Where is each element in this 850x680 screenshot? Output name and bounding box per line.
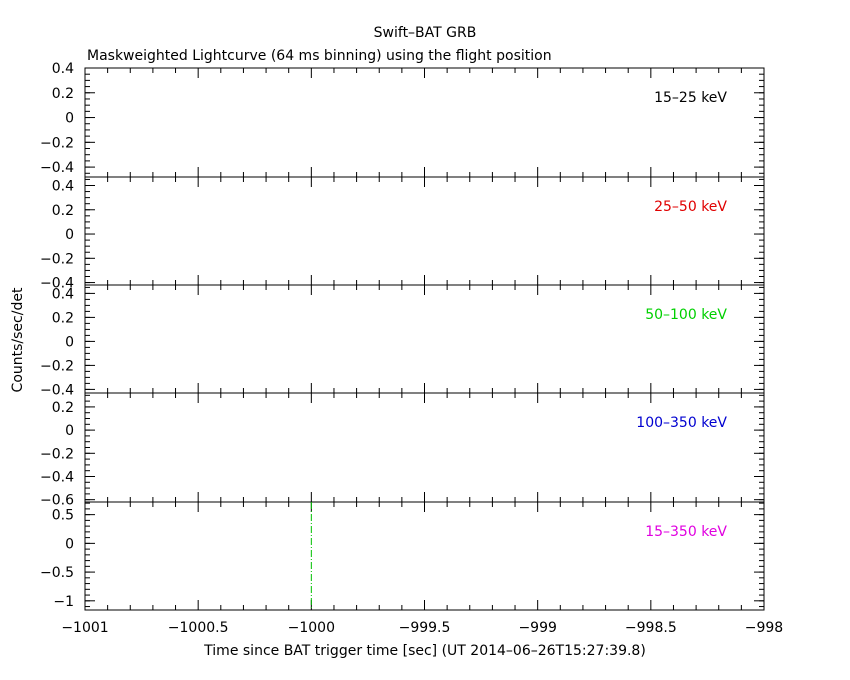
y-tick-label: 0.2	[52, 310, 74, 326]
y-tick-label: −0.5	[40, 565, 74, 581]
panel-frame	[84, 176, 765, 286]
y-tick-label: 0	[65, 111, 74, 127]
panel-2: 0.4 0.2 0 −0.2 −0.4 25–50 keV	[40, 176, 765, 292]
y-tick-label: 0	[65, 536, 74, 552]
chart-subtitle: Maskweighted Lightcurve (64 ms binning) …	[87, 48, 552, 64]
y-tick-label: −0.2	[40, 446, 74, 462]
band-label: 25–50 keV	[654, 199, 727, 215]
y-tick-label: −0.2	[40, 135, 74, 151]
panel-stack: 0.4 0.2 0 −0.2 −0.4 15–25 keV 0.4 0.2 0 −0.2 −0.4 2…	[40, 61, 765, 611]
x-axis-label: Time since BAT trigger time [sec] (UT 20…	[203, 643, 646, 659]
panel-5: 0.5 0 −0.5 −1 15–350 keV	[40, 501, 765, 611]
y-tick-label: 0.2	[52, 86, 74, 102]
y-tick-label: 0.2	[52, 203, 74, 219]
x-tick-label: −999	[518, 620, 556, 636]
y-tick-label: −0.6	[40, 493, 74, 509]
y-tick-label: −0.2	[40, 358, 74, 374]
y-tick-label: −0.4	[40, 276, 74, 292]
panel-frame	[84, 501, 765, 611]
chart-title: Swift–BAT GRB	[374, 25, 477, 41]
y-tick-label: −0.2	[40, 251, 74, 267]
band-label: 100–350 keV	[636, 415, 727, 431]
y-tick-label: 0.4	[52, 286, 74, 302]
x-tick-label: −999.5	[399, 620, 451, 636]
panel-frame	[84, 67, 765, 178]
y-tick-label: −0.4	[40, 160, 74, 176]
x-tick-label: −998.5	[625, 620, 677, 636]
y-tick-label: 0.4	[52, 178, 74, 194]
y-tick-label: −1	[53, 594, 74, 610]
y-tick-label: −0.4	[40, 382, 74, 398]
panel-frame	[84, 392, 765, 503]
y-tick-label: 0.4	[52, 61, 74, 77]
x-tick-label: −1000	[288, 620, 335, 636]
x-tick-labels: −1001 −1000.5 −1000 −999.5 −999 −998.5 −998	[61, 620, 783, 636]
band-label: 50–100 keV	[645, 307, 727, 323]
y-axis-label: Counts/sec/det	[10, 287, 26, 392]
band-label: 15–350 keV	[645, 524, 727, 540]
x-tick-label: −1001	[61, 620, 108, 636]
y-tick-label: 0.5	[52, 508, 74, 524]
x-tick-label: −998	[745, 620, 783, 636]
y-tick-label: 0.2	[52, 400, 74, 416]
y-tick-label: −0.4	[40, 469, 74, 485]
panel-1: 0.4 0.2 0 −0.2 −0.4 15–25 keV	[40, 61, 765, 178]
panel-frame	[84, 284, 765, 394]
x-tick-label: −1000.5	[168, 620, 229, 636]
y-tick-label: 0	[65, 227, 74, 243]
y-tick-label: 0	[65, 423, 74, 439]
y-tick-label: 0	[65, 334, 74, 350]
panel-4: 0.2 0 −0.2 −0.4 −0.6 100–350 keV	[40, 392, 765, 509]
panel-3: 0.4 0.2 0 −0.2 −0.4 50–100 keV	[40, 284, 765, 398]
band-label: 15–25 keV	[654, 90, 727, 106]
